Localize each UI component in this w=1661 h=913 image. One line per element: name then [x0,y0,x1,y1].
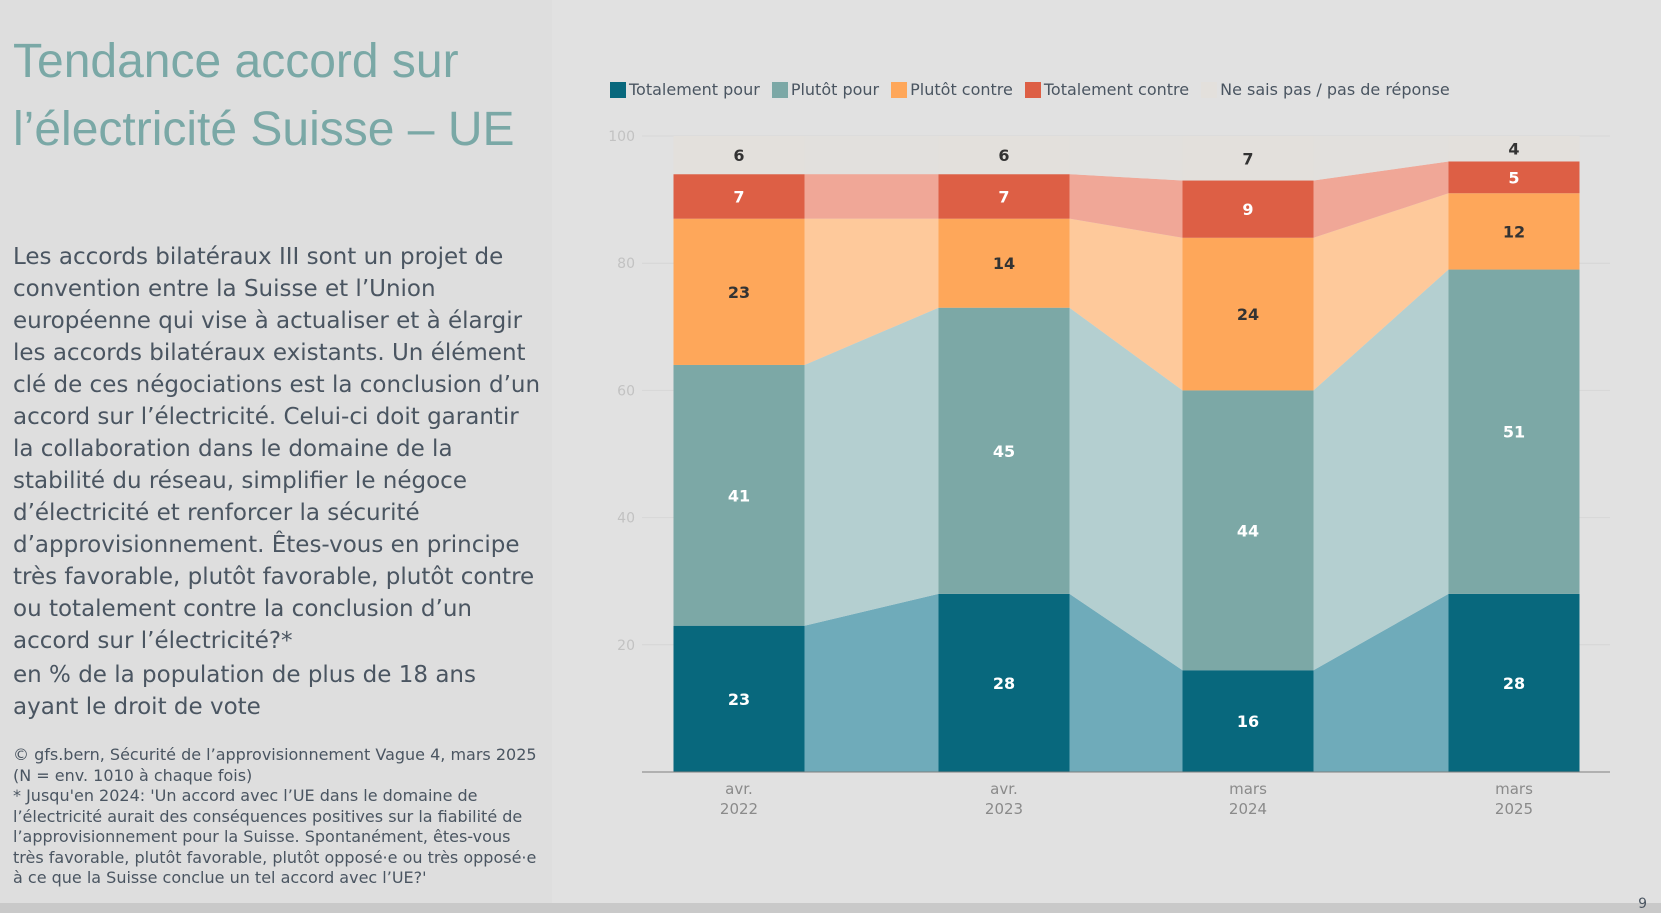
bar-segment [673,174,805,219]
y-tick-label: 60 [617,383,635,399]
data-label: 23 [728,283,750,302]
data-label: 7 [998,187,1009,206]
legend-swatch [891,81,908,98]
bar-segment [938,218,1070,308]
footnote-line: * Jusqu'en 2024: 'Un accord avec l’UE da… [13,786,537,887]
legend-item-plutot-contre: Plutôt contre [891,80,1013,99]
x-tick-label: mars 2024 [1229,780,1267,818]
connector-band [1069,307,1183,671]
connector-band [1313,136,1449,181]
data-label: 28 [993,674,1015,693]
bar-segment [1182,390,1314,671]
x-tick-label: mars 2025 [1495,780,1533,818]
bar-segment [1182,670,1314,772]
connector-band [804,593,939,772]
connector-band [1069,218,1183,391]
connector-band [1313,161,1449,238]
legend-item-totalement-pour: Totalement pour [610,80,760,99]
source-line: © gfs.bern, Sécurité de l’approvisionnem… [13,745,537,764]
slide-footer-bar [0,903,1661,913]
data-label: 6 [998,146,1009,165]
slide-title: Tendance accord sur l’électricité Suisse… [13,35,515,156]
legend-swatch [1201,81,1218,98]
data-label: 5 [1508,168,1519,187]
legend-label: Totalement contre [1043,80,1190,99]
x-tick-label: avr. 2022 [720,780,758,818]
chart-legend: Totalement pour Plutôt pour Plutôt contr… [610,80,1462,99]
data-label: 7 [733,187,744,206]
data-label: 23 [728,690,750,709]
y-tick-label: 100 [608,129,635,145]
x-tick-label: avr. 2023 [985,780,1023,818]
legend-swatch [771,81,788,98]
bar-segment [1182,136,1314,181]
data-label: 24 [1237,305,1259,324]
data-label: 4 [1508,140,1519,159]
bar-segment [673,625,805,772]
bar-segment [1448,269,1580,594]
data-label: 12 [1503,222,1525,241]
page-number: 9 [1638,896,1647,912]
connector-band [804,218,939,365]
legend-item-totalement-contre: Totalement contre [1024,80,1190,99]
bar-segment [673,136,805,175]
bar-segment [938,307,1070,594]
y-tick-label: 20 [617,638,635,654]
bar-segment [1182,237,1314,391]
connector-band [1313,269,1449,671]
data-label: 44 [1237,521,1259,540]
data-label: 14 [993,254,1015,273]
sample-size-line: (N = env. 1010 à chaque fois) [13,765,253,785]
y-tick-label: 80 [617,256,635,272]
data-label: 41 [728,486,750,505]
bar-segment [673,218,805,365]
data-label: 28 [1503,674,1525,693]
connector-band [1069,174,1183,238]
chart-area: Totalement pour Plutôt pour Plutôt contr… [552,0,1661,903]
legend-item-plutot-pour: Plutôt pour [771,80,880,99]
data-label: 45 [993,442,1015,461]
data-label: 16 [1237,712,1259,731]
bar-segment [1448,136,1580,162]
legend-item-ne-sais-pas: Ne sais pas / pas de réponse [1201,80,1450,99]
legend-label: Totalement pour [629,80,760,99]
connector-band [1069,136,1183,181]
connector-band [1069,593,1183,772]
population-note: en % de la population de plus de 18 ans … [13,662,476,720]
connector-band [1313,193,1449,391]
legend-swatch [1024,81,1041,98]
y-tick-label: 40 [617,511,635,527]
legend-label: Plutôt pour [790,80,880,99]
legend-label: Ne sais pas / pas de réponse [1220,80,1450,99]
bar-segment [1448,593,1580,772]
bar-segment [1182,180,1314,238]
data-label: 6 [733,146,744,165]
stacked-bar-chart: 2040608010023412376284514761644249728511… [608,129,1610,818]
question-description: Les accords bilatéraux III sont un proje… [13,244,541,654]
bar-segment [938,136,1070,175]
data-label: 7 [1242,149,1253,168]
bar-segment [1448,193,1580,270]
source-notes: © gfs.bern, Sécurité de l’approvisionnem… [13,745,543,889]
connector-band [804,307,939,626]
text-panel: Tendance accord sur l’électricité Suisse… [0,0,552,903]
legend-swatch [610,81,626,98]
legend-label: Plutôt contre [910,80,1013,99]
data-label: 9 [1242,200,1253,219]
bar-segment [938,593,1070,772]
connector-band [1313,593,1449,772]
bar-segment [1448,161,1580,194]
data-label: 51 [1503,423,1525,442]
bar-segment [938,174,1070,219]
bar-segment [673,364,805,626]
connector-band [804,136,939,175]
connector-band [804,174,939,219]
